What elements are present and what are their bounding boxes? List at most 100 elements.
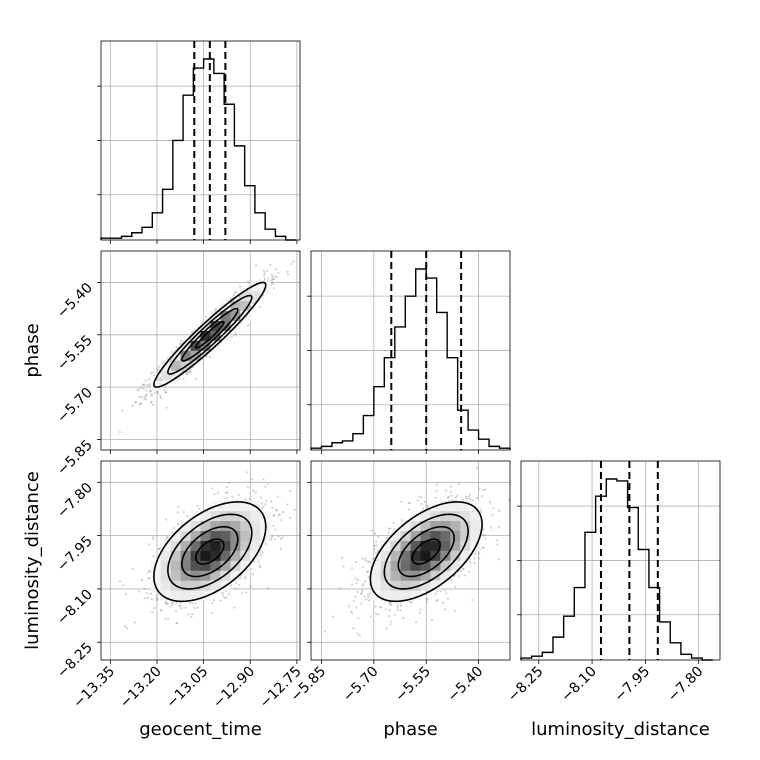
histogram-bin <box>234 146 244 240</box>
histogram-bin <box>255 213 265 240</box>
contour-level <box>181 525 239 578</box>
x-tick-label: −13.05 <box>163 664 211 712</box>
histogram-bin <box>606 479 617 660</box>
contour-level <box>153 281 267 388</box>
y-tick-label: −8.25 <box>54 640 96 682</box>
y-ticks <box>307 295 311 406</box>
histogram-phase <box>307 250 511 454</box>
histogram-bin <box>132 233 142 240</box>
histogram-bin <box>342 441 352 450</box>
x-tick-label: −8.25 <box>505 664 547 706</box>
y-tick-label: −7.80 <box>54 480 96 522</box>
histogram-bin <box>638 549 649 660</box>
histogram-bin <box>479 439 489 450</box>
count-grid <box>101 85 300 196</box>
histogram-bin <box>204 59 214 240</box>
joint-geocent-time-vs-luminosity-distance: −13.35−13.20−13.05−12.90−12.75−8.25 −8.10… <box>54 460 305 711</box>
histogram-bin <box>152 213 162 240</box>
contour-level <box>153 501 267 603</box>
histogram-geocent-time <box>97 40 301 244</box>
contour-level <box>167 513 253 590</box>
y-tick-label: −5.55 <box>54 332 96 374</box>
histogram-bin <box>405 296 415 450</box>
histogram-bin <box>426 278 436 450</box>
histogram-bin <box>163 189 173 240</box>
contour-level <box>383 513 469 590</box>
histogram-bin <box>458 410 468 450</box>
histogram-bin <box>468 430 478 450</box>
histogram-bin <box>447 358 457 450</box>
contour-lines <box>369 501 483 603</box>
y-ticks: −8.25 −8.10 −7.95 −7.80 <box>54 480 101 682</box>
joint-geocent-time-vs-phase: −5.85 −5.70 −5.55 −5.40 <box>54 250 301 479</box>
histogram-step-line <box>310 268 511 450</box>
x-ticks: −8.25 −8.10 −7.95 −7.80 <box>505 660 707 705</box>
histogram-bin <box>585 532 596 660</box>
x-tick-label: −5.70 <box>340 664 382 706</box>
histogram-bin <box>542 652 553 660</box>
x-tick-label: −5.40 <box>445 664 487 706</box>
y-axis-title-luminosity-distance: luminosity_distance <box>22 471 43 650</box>
histogram-bin <box>374 387 384 450</box>
y-tick-label: −8.10 <box>54 586 96 628</box>
histogram-bin <box>183 95 193 240</box>
histogram-bin <box>214 73 224 240</box>
contour-level <box>167 294 253 375</box>
histogram-bin <box>332 443 342 450</box>
panel-border <box>100 250 301 451</box>
histogram-bin <box>574 588 585 660</box>
x-ticks <box>321 450 479 454</box>
contour-level <box>181 307 239 362</box>
x-axis-title-geocent-time: geocent_time <box>139 719 262 740</box>
x-ticks: −5.85 −5.70 −5.55 −5.40 <box>288 660 487 706</box>
x-tick-label: −7.80 <box>665 664 707 706</box>
histogram-bin <box>564 616 575 660</box>
contour-lines <box>153 501 267 603</box>
y-tick-label: −5.85 <box>54 437 96 479</box>
joint-phase-vs-luminosity-distance: −5.85 −5.70 −5.55 −5.40 <box>288 460 511 706</box>
contour-level <box>195 538 225 565</box>
y-ticks: −5.85 −5.70 −5.55 −5.40 <box>54 280 101 479</box>
contour-lines <box>153 281 267 388</box>
x-tick-label: −8.10 <box>558 664 600 706</box>
x-ticks: −13.35−13.20−13.05−12.90−12.75 <box>70 660 305 711</box>
histogram-bin <box>173 140 183 240</box>
histogram-bin <box>265 229 275 240</box>
histogram-bin <box>670 643 681 660</box>
x-tick-label: −12.90 <box>210 664 258 712</box>
y-ticks <box>97 85 101 196</box>
contour-level <box>195 320 225 349</box>
histogram-bin <box>353 434 363 450</box>
x-tick-label: −7.95 <box>612 664 654 706</box>
histogram-bin <box>660 622 671 660</box>
x-axis-title-phase: phase <box>383 719 437 740</box>
y-ticks <box>517 505 521 616</box>
contour-level <box>397 525 455 578</box>
histogram-step-line <box>100 58 296 241</box>
x-tick-label: −13.35 <box>70 664 118 712</box>
histogram-bin <box>245 186 255 240</box>
histogram-bin <box>384 358 394 450</box>
x-axis-title-luminosity-distance: luminosity_distance <box>531 719 710 740</box>
histogram-bin <box>617 481 628 660</box>
joint-density <box>118 471 296 630</box>
y-axis-title-phase: phase <box>22 323 43 377</box>
histogram-bin <box>681 654 692 660</box>
contour-level <box>369 501 483 603</box>
histogram-luminosity-distance: −8.25 −8.10 −7.95 −7.80 <box>505 460 721 705</box>
histogram-bin <box>142 227 152 240</box>
joint-density <box>118 251 300 434</box>
y-tick-label: −5.40 <box>54 280 96 322</box>
count-grid <box>521 505 720 616</box>
histogram-bin <box>553 637 564 660</box>
y-tick-label: −7.95 <box>54 533 96 575</box>
y-tick-label: −5.70 <box>54 385 96 427</box>
contour-level <box>411 538 441 565</box>
x-ticks <box>109 450 298 454</box>
histogram-bin <box>363 416 373 450</box>
x-tick-label: −13.20 <box>117 664 165 712</box>
histogram-bin <box>437 312 447 450</box>
histogram-bin <box>395 327 405 450</box>
histogram-bin <box>416 269 426 450</box>
